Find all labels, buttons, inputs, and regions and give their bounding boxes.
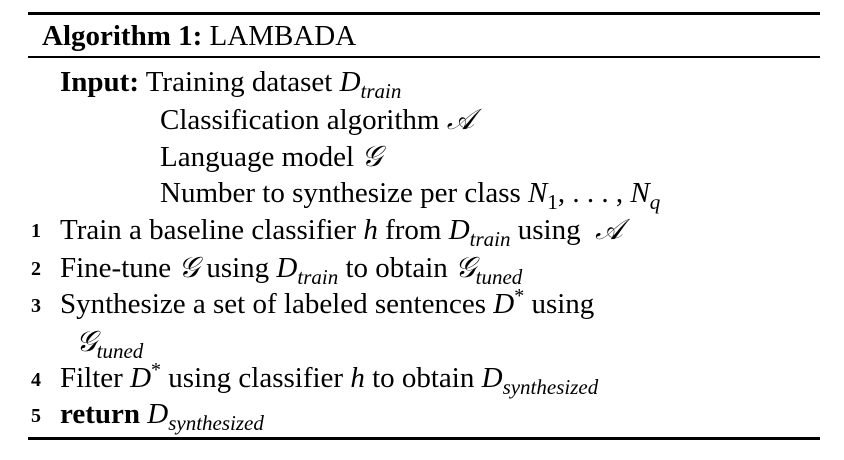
math-symbol: 𝒢 <box>455 250 476 284</box>
step-3: Synthesize a set of labeled sentences D*… <box>60 286 594 322</box>
math-symbol: D <box>130 362 152 394</box>
math-symbol: 𝒜 <box>595 212 623 246</box>
step-text: using classifier <box>161 362 351 394</box>
bottom-rule <box>28 437 820 440</box>
input-item-text: Classification algorithm <box>160 104 447 136</box>
step-4: Filter D* using classifier h to obtain D… <box>60 359 599 399</box>
math-symbol: D <box>448 214 470 246</box>
math-subscript: tuned <box>96 339 144 363</box>
line-number: 3 <box>31 295 41 317</box>
return-keyword: return <box>60 398 141 430</box>
input-label: Input: <box>60 66 139 98</box>
math-subscript: train <box>360 79 402 103</box>
math-symbol: 𝒜 <box>446 102 475 136</box>
math-symbol: N <box>528 177 548 209</box>
math-symbol: D <box>276 252 298 284</box>
math-symbol: D <box>481 362 503 394</box>
math-subscript: 1 <box>547 190 558 214</box>
math-superscript: * <box>514 285 525 307</box>
math-symbol: D <box>493 288 515 320</box>
math-superscript: * <box>151 359 162 381</box>
step-text: from <box>377 214 449 246</box>
step-text: Filter <box>60 362 131 394</box>
line-number: 4 <box>31 369 41 391</box>
step-text: Fine-tune <box>60 252 179 284</box>
math-symbol: N <box>630 177 650 209</box>
math-symbol: 𝒢 <box>178 250 200 284</box>
step-2: Fine-tune 𝒢 using Dtrain to obtain 𝒢tune… <box>60 249 523 289</box>
step-text: Synthesize a set of labeled sentences <box>60 288 494 320</box>
math-ellipsis: , . . . , <box>557 177 631 209</box>
math-symbol: D <box>339 66 361 98</box>
step-3-continuation: 𝒢tuned <box>76 323 144 363</box>
math-symbol: 𝒢 <box>361 139 382 173</box>
line-number: 1 <box>31 220 41 242</box>
math-symbol: h <box>350 362 365 394</box>
step-text: using <box>510 214 588 246</box>
line-number: 5 <box>31 405 41 427</box>
step-text: to obtain <box>338 252 455 284</box>
step-text: Train a baseline classifier <box>60 214 364 246</box>
step-5: return Dsynthesized <box>60 396 264 435</box>
title-rule <box>28 56 820 58</box>
input-line-2: Classification algorithm 𝒜 <box>160 101 474 138</box>
step-text: using <box>199 252 277 284</box>
algorithm-name: LAMBADA <box>209 20 357 52</box>
math-subscript: train <box>297 265 339 289</box>
math-subscript: synthesized <box>502 375 599 399</box>
math-symbol: h <box>363 214 378 246</box>
algorithm-title: Algorithm 1: LAMBADA <box>42 18 356 54</box>
math-subscript: train <box>469 227 511 251</box>
step-text: to obtain <box>364 362 482 394</box>
top-rule <box>28 12 820 15</box>
math-subscript: tuned <box>475 265 523 289</box>
algorithm-heading: Algorithm 1: <box>42 20 203 52</box>
input-line-3: Language model 𝒢 <box>160 138 382 175</box>
math-symbol: 𝒢 <box>76 324 97 358</box>
input-item-text: Training dataset <box>145 66 340 98</box>
step-1: Train a baseline classifier h from Dtrai… <box>60 211 623 251</box>
math-subscript: synthesized <box>168 411 264 435</box>
line-number: 2 <box>31 258 41 280</box>
input-item-text: Language model <box>160 141 362 173</box>
input-line-1: Input: Training dataset Dtrain <box>60 64 402 103</box>
math-subscript: q <box>649 190 661 214</box>
step-text: using <box>524 288 595 320</box>
input-line-4: Number to synthesize per class N1, . . .… <box>160 175 661 214</box>
math-symbol: D <box>147 398 169 430</box>
input-item-text: Number to synthesize per class <box>160 177 529 209</box>
